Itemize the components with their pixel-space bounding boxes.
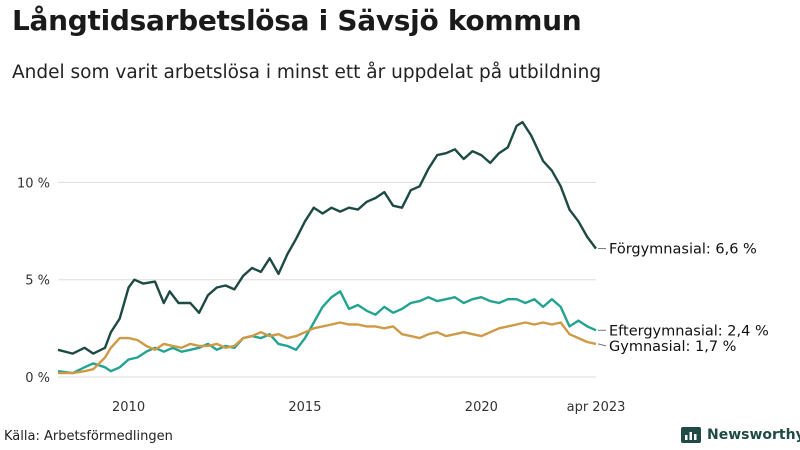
- newsworthy-logo[interactable]: Newsworthy: [681, 425, 800, 445]
- end-label-eftergymnasial: Eftergymnasial: 2,4 %: [609, 323, 769, 339]
- x-tick-label: 2010: [112, 400, 145, 415]
- series-line-förgymnasial: [57, 120, 597, 355]
- chart-title: Långtidsarbetslösa i Sävsjö kommun: [12, 4, 582, 37]
- y-tick-label: 5 %: [25, 274, 50, 289]
- series-lines: [57, 120, 597, 375]
- newsworthy-logo-icon: [681, 427, 701, 443]
- end-label-förgymnasial: Förgymnasial: 6,6 %: [609, 242, 757, 258]
- grid-lines: [58, 181, 596, 378]
- x-axis-ticks: 2010 2015 2020 apr 2023: [112, 400, 625, 415]
- source-note: Källa: Arbetsförmedlingen: [4, 429, 173, 444]
- y-tick-label: 10 %: [17, 176, 50, 191]
- line-chart: 0 % 5 % 10 % 2010 2015 2020 apr 2023 Förgymna…: [17, 120, 769, 415]
- series-end-labels: Förgymnasial: 6,6 % Eftergymnasial: 2,4 %…: [597, 242, 769, 355]
- brand-name: Newsworthy: [707, 427, 800, 443]
- y-tick-label: 0 %: [25, 371, 50, 386]
- y-axis-ticks: 0 % 5 % 10 %: [17, 176, 50, 386]
- series-line-eftergymnasial: [57, 290, 597, 375]
- x-tick-label: 2015: [288, 400, 321, 415]
- series-line-gymnasial: [58, 321, 597, 375]
- end-label-gymnasial: Gymnasial: 1,7 %: [609, 339, 736, 355]
- x-tick-label: apr 2023: [567, 400, 626, 415]
- label-leader: [597, 343, 607, 347]
- chart-subtitle: Andel som varit arbetslösa i minst ett å…: [12, 62, 602, 83]
- x-tick-label: 2020: [465, 400, 498, 415]
